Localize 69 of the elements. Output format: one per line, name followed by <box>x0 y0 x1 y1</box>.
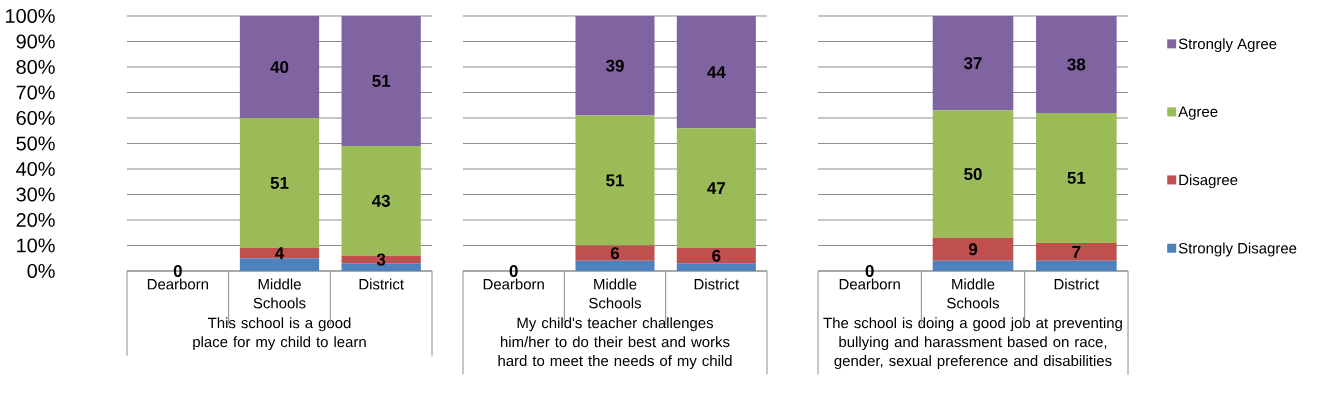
bar <box>932 260 1014 271</box>
x-tick-label: District <box>1054 278 1100 290</box>
data-label: 0 <box>173 265 182 277</box>
data-label: 51 <box>1067 172 1086 184</box>
x-axis-title: My child's teacher challenges him/her to do their best and works hard to meet the needs of my child <box>498 317 732 370</box>
bar <box>676 248 756 264</box>
data-label: 40 <box>270 61 289 73</box>
x-tick-label: Middle Schools <box>947 278 1000 309</box>
y-tick-label: 10% <box>17 238 55 253</box>
bar <box>676 263 756 271</box>
data-label: 38 <box>1067 58 1086 71</box>
bar <box>1036 260 1117 271</box>
data-label: 6 <box>610 247 620 260</box>
x-axis-title: The school is doing a good job at preventing bullying and harassment based on race, gender, sexual preference and disabilities <box>823 317 1122 370</box>
y-tick-label: 80% <box>16 59 55 75</box>
legend-label: Strongly Disagree <box>1178 242 1297 257</box>
bar <box>1036 112 1117 243</box>
bar <box>575 245 655 261</box>
bar <box>575 16 655 116</box>
y-tick-label: 30% <box>16 187 55 202</box>
data-label: 7 <box>1072 246 1081 258</box>
y-tick-label: 50% <box>16 136 55 151</box>
x-tick-label: Middle Schools <box>589 278 642 309</box>
data-label: 37 <box>963 57 982 70</box>
data-label: 51 <box>606 174 624 187</box>
bar <box>676 128 756 249</box>
bar <box>239 248 320 259</box>
x-tick-label: Middle Schools <box>253 278 306 309</box>
legend-label: Disagree <box>1179 174 1238 189</box>
y-tick-label: 70% <box>16 85 55 100</box>
y-tick-label: 90% <box>16 34 55 49</box>
data-label: 50 <box>964 168 982 181</box>
y-tick-label: 0% <box>27 263 55 279</box>
legend-label: Strongly Agree <box>1178 38 1277 53</box>
data-label: 4 <box>275 247 285 259</box>
bar <box>575 260 655 271</box>
legend-label: Agree <box>1178 106 1218 120</box>
data-label: 51 <box>270 177 289 189</box>
y-tick-label: 20% <box>16 212 55 228</box>
bar <box>239 16 320 118</box>
data-label: 3 <box>376 253 386 266</box>
data-label: 0 <box>865 265 874 277</box>
bar <box>676 16 756 129</box>
bar <box>932 16 1014 111</box>
x-axis-title: This school is a good place for my child to learn <box>193 317 366 351</box>
data-label: 43 <box>372 194 390 207</box>
bar <box>239 258 320 271</box>
data-label: 51 <box>372 75 391 87</box>
data-label: 39 <box>605 59 624 72</box>
bar <box>932 110 1014 238</box>
x-tick-label: Dearborn <box>147 278 208 290</box>
bar <box>575 115 655 246</box>
y-tick-label: 60% <box>16 110 55 126</box>
data-label: 0 <box>509 265 518 277</box>
x-tick-label: Dearborn <box>483 278 544 290</box>
data-label: 47 <box>707 182 726 194</box>
y-tick-label: 100% <box>6 8 55 24</box>
data-label: 44 <box>707 66 726 78</box>
x-tick-label: Dearborn <box>839 278 900 290</box>
bar <box>1036 16 1117 113</box>
data-label: 6 <box>712 249 721 262</box>
x-tick-label: District <box>694 278 740 290</box>
bar <box>1036 242 1117 261</box>
bar <box>341 16 421 147</box>
bar <box>932 237 1014 261</box>
bar <box>239 118 320 249</box>
y-tick-label: 40% <box>16 161 55 177</box>
data-label: 9 <box>968 243 978 256</box>
x-tick-label: District <box>359 278 404 290</box>
